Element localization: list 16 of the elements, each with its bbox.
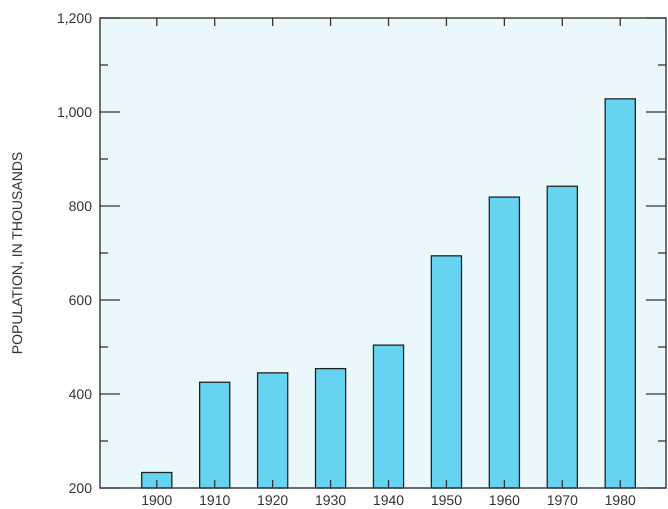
y-tick-label: 600 — [68, 292, 92, 308]
x-tick-label: 1970 — [546, 492, 578, 508]
y-tick-label: 400 — [68, 386, 92, 402]
x-tick-label: 1980 — [604, 492, 636, 508]
x-tick-label: 1940 — [372, 492, 404, 508]
x-tick-label: 1960 — [488, 492, 520, 508]
x-tick-label: 1910 — [199, 492, 230, 508]
y-tick-label: 800 — [68, 198, 92, 214]
y-axis-title: POPULATION, IN THOUSANDS — [9, 152, 25, 354]
x-tick-label: 1900 — [141, 492, 173, 508]
y-tick-label: 1,000 — [56, 104, 92, 120]
y-tick-label: 200 — [68, 480, 92, 496]
x-tick-label: 1950 — [430, 492, 462, 508]
y-tick-label: 1,200 — [56, 10, 92, 26]
x-tick-label: 1920 — [257, 492, 288, 508]
x-tick-label: 1930 — [314, 492, 346, 508]
